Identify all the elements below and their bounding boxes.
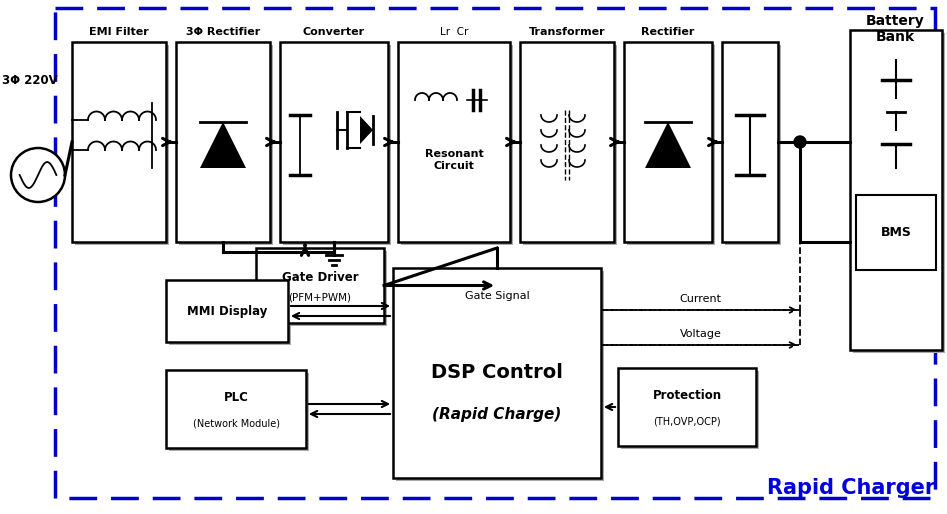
Text: MMI Display: MMI Display bbox=[187, 304, 267, 318]
Text: Protection: Protection bbox=[652, 389, 722, 402]
Text: Rapid Charger: Rapid Charger bbox=[767, 478, 935, 498]
Bar bbox=[627, 45, 715, 245]
Text: Gate Signal: Gate Signal bbox=[465, 291, 529, 301]
Text: Battery: Battery bbox=[866, 14, 924, 28]
Bar bbox=[624, 42, 712, 242]
Bar bbox=[618, 368, 756, 446]
Bar bbox=[393, 268, 601, 478]
Text: Lr  Cr: Lr Cr bbox=[439, 27, 468, 37]
Bar bbox=[166, 370, 306, 448]
Bar bbox=[169, 373, 309, 451]
Text: PLC: PLC bbox=[223, 391, 248, 404]
Bar bbox=[280, 42, 388, 242]
Text: Current: Current bbox=[680, 294, 722, 304]
Circle shape bbox=[11, 148, 65, 202]
Text: Voltage: Voltage bbox=[680, 329, 722, 339]
Bar bbox=[72, 42, 166, 242]
Bar bbox=[401, 45, 513, 245]
Bar bbox=[396, 271, 604, 481]
Text: 3Φ Rectifier: 3Φ Rectifier bbox=[186, 27, 260, 37]
Bar bbox=[259, 251, 387, 326]
Bar bbox=[853, 33, 945, 353]
Bar bbox=[722, 42, 778, 242]
Bar bbox=[166, 280, 288, 342]
Text: (Network Module): (Network Module) bbox=[192, 418, 279, 428]
Circle shape bbox=[794, 136, 806, 148]
Bar bbox=[856, 195, 936, 270]
Bar bbox=[283, 45, 391, 245]
Text: (TH,OVP,OCP): (TH,OVP,OCP) bbox=[653, 416, 721, 426]
Bar bbox=[169, 283, 291, 345]
Text: (Rapid Charge): (Rapid Charge) bbox=[433, 408, 562, 423]
Text: BMS: BMS bbox=[881, 226, 911, 238]
Bar bbox=[725, 45, 781, 245]
Bar bbox=[523, 45, 617, 245]
Text: Bank: Bank bbox=[875, 30, 915, 44]
Bar bbox=[520, 42, 614, 242]
Bar bbox=[621, 371, 759, 449]
Bar bbox=[398, 42, 510, 242]
Text: EMI Filter: EMI Filter bbox=[89, 27, 149, 37]
Bar bbox=[256, 248, 384, 323]
Text: DSP Control: DSP Control bbox=[431, 363, 563, 382]
Text: Resonant
Circuit: Resonant Circuit bbox=[424, 149, 483, 171]
Bar bbox=[179, 45, 273, 245]
Polygon shape bbox=[645, 122, 691, 168]
Polygon shape bbox=[200, 122, 246, 168]
Text: (PFM+PWM): (PFM+PWM) bbox=[289, 292, 351, 303]
Text: Converter: Converter bbox=[303, 27, 365, 37]
Text: 3Φ 220V: 3Φ 220V bbox=[2, 74, 58, 86]
Text: Transformer: Transformer bbox=[528, 27, 605, 37]
Text: Gate Driver: Gate Driver bbox=[281, 271, 358, 284]
Bar bbox=[850, 30, 942, 350]
Text: Rectifier: Rectifier bbox=[641, 27, 695, 37]
Bar bbox=[176, 42, 270, 242]
Bar bbox=[75, 45, 169, 245]
Polygon shape bbox=[360, 116, 373, 144]
